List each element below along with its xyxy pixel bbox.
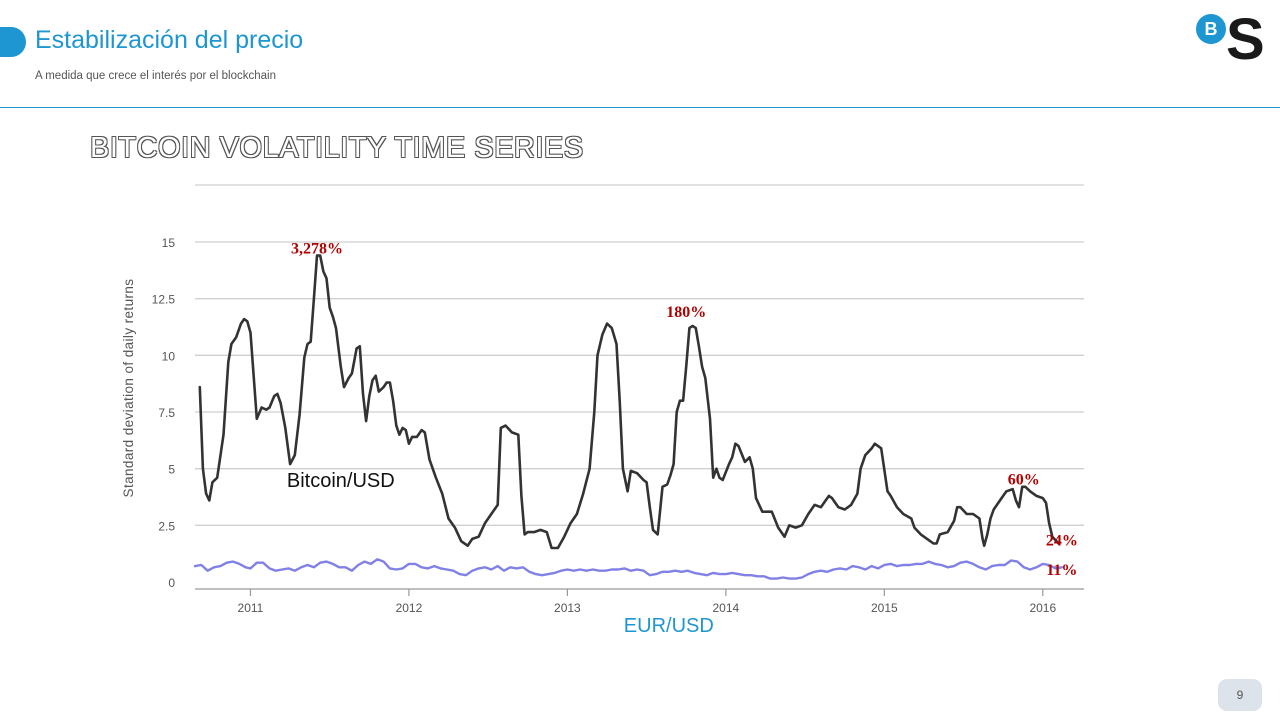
y-tick-label: 12.5: [152, 293, 176, 307]
x-tick-label: 2011: [238, 601, 264, 615]
logo-badge: B: [1196, 14, 1226, 44]
y-tick-label: 15: [162, 236, 176, 250]
chart-title: BITCOIN VOLATILITY TIME SERIES: [90, 132, 584, 164]
logo-letter: S: [1226, 7, 1265, 72]
series-label: EUR/USD: [624, 615, 714, 637]
x-tick-label: 2015: [871, 601, 898, 615]
annotation-label: 60%: [1008, 472, 1040, 489]
series-line-eur-usd: [193, 558, 1063, 580]
title-accent-tab: [0, 27, 26, 57]
series-label: Bitcoin/USD: [287, 470, 395, 492]
page-subtitle: A medida que crece el interés por el blo…: [35, 70, 277, 82]
x-tick-label: 2012: [396, 601, 423, 615]
page-number-badge: 9: [1218, 679, 1262, 711]
y-tick-label: 0: [168, 576, 175, 590]
annotation-label: 3,278%: [291, 240, 343, 257]
y-tick-label: 2.5: [158, 519, 175, 533]
y-axis-label: Standard deviation of daily returns: [121, 279, 136, 498]
bank-logo: B S: [1196, 8, 1268, 74]
y-tick-label: 5: [168, 463, 175, 477]
header-divider: [0, 107, 1280, 108]
annotation-label: 11%: [1046, 562, 1077, 579]
x-tick-label: 2013: [554, 601, 581, 615]
y-tick-label: 10: [162, 349, 176, 363]
y-tick-label: 7.5: [158, 406, 175, 420]
page-title: Estabilización del precio: [35, 26, 304, 54]
series-line-bitcoin-usd: [198, 254, 1060, 550]
x-tick-label: 2014: [713, 601, 740, 615]
x-tick-label: 2016: [1029, 601, 1056, 615]
annotation-label: 24%: [1046, 533, 1078, 550]
annotation-label: 180%: [666, 304, 706, 321]
